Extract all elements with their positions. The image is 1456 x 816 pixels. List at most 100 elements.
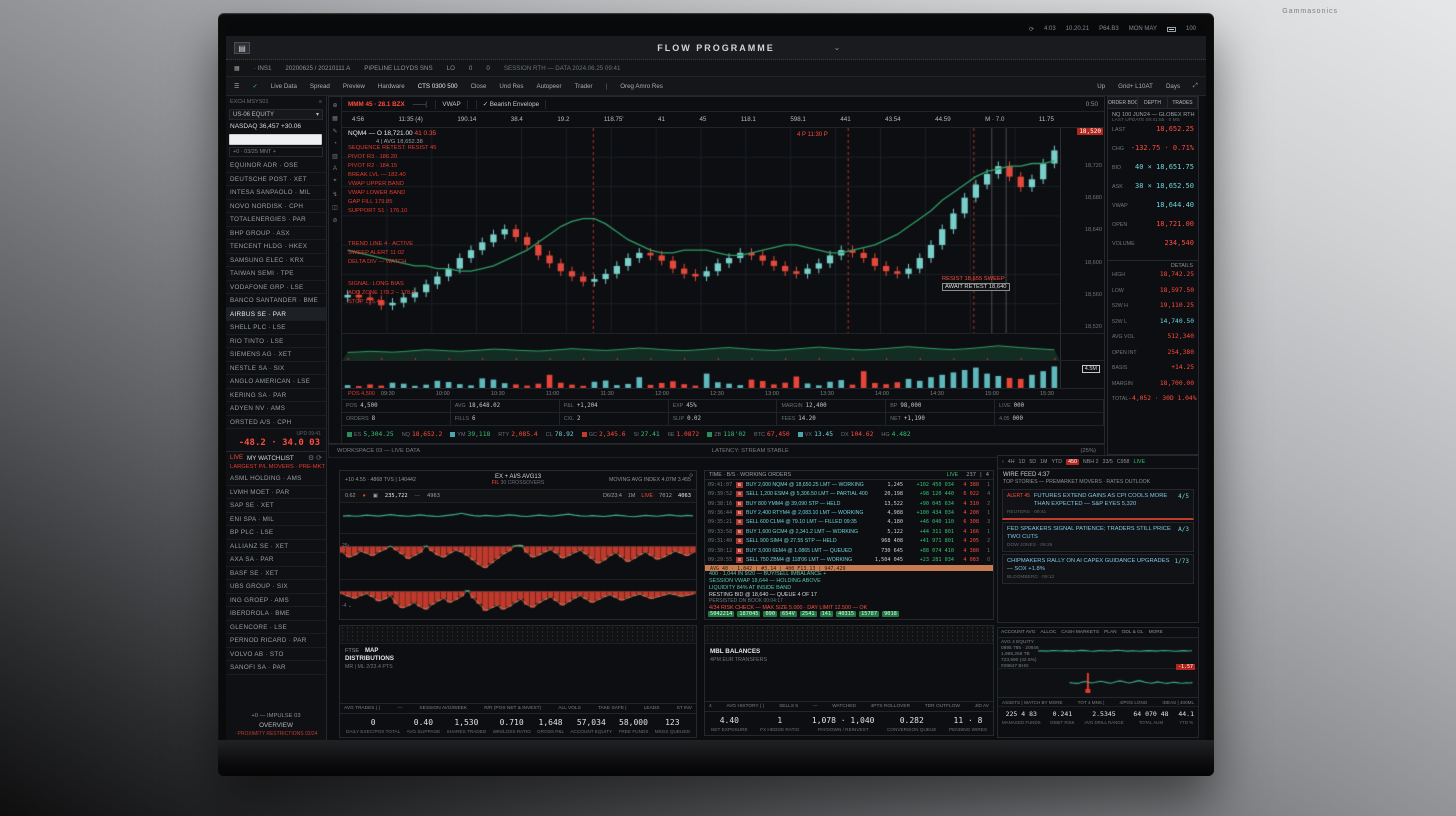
column-header[interactable]: AVG HISTORY ( ) [726, 704, 765, 709]
drawing-tool-icon[interactable]: A [332, 166, 337, 172]
gear-icon[interactable]: ⚙ ⟳ [307, 455, 322, 462]
ticker-item[interactable]: 6E 1.0872 [668, 431, 699, 438]
watchlist-search-input[interactable] [229, 134, 322, 145]
status-cell[interactable]: NET +1,190 [886, 413, 996, 425]
watchlist-item[interactable]: ING GROEP · AMS [226, 594, 326, 607]
order-row[interactable]: 09:30:12 B BUY 3,000 6EM4 @ 1.0865 LMT —… [705, 546, 993, 555]
account-toolbar-item[interactable]: CASH MARKETS [1061, 630, 1100, 635]
chevron-down-icon[interactable]: ⌄ [833, 43, 841, 52]
news-range-1d[interactable]: 1D [1018, 459, 1026, 465]
toolbar-item-trader[interactable]: Trader [574, 82, 593, 90]
timeframe-item[interactable]: 43.54 [885, 116, 901, 123]
status-cell[interactable]: FILLS 6 [451, 413, 560, 425]
grid-icon[interactable]: ▦ [234, 64, 240, 72]
news-range-5d[interactable]: 5D [1029, 459, 1037, 465]
drawing-tool-icon[interactable]: ⌖ [333, 178, 337, 184]
volume-canvas[interactable] [342, 362, 1060, 389]
detail-row[interactable]: TOTAL -4,052 · 30D 1.04% [1108, 395, 1198, 411]
quote-row[interactable]: CHG -132.75 · 0.71% [1108, 144, 1198, 163]
timeframe-item[interactable]: M · 7.0 [985, 116, 1005, 123]
quote-row[interactable]: VWAP 18,644.40 [1108, 201, 1198, 220]
drawing-tool-icon[interactable]: ◫ [332, 205, 338, 211]
toolbar-item-oreg[interactable]: Oreg Amro Res [620, 82, 663, 90]
status-cell[interactable]: MARGIN 12,400 [777, 400, 887, 412]
ticker-item[interactable]: HG 4.482 [881, 431, 910, 438]
timeframe-item[interactable]: 118.75' [603, 116, 624, 123]
column-header[interactable]: IDEAS | 400ML [1162, 699, 1194, 705]
watchlist-item[interactable]: PERNOD RICARD · PAR [226, 634, 326, 648]
equity-sparkline-canvas[interactable] [1036, 642, 1194, 660]
watchlist-item[interactable]: BANCO SANTANDER · BME [226, 294, 326, 308]
settings-icon[interactable]: ⟐ [688, 473, 693, 479]
watchlist-item[interactable]: DEUTSCHE POST · XET [226, 173, 326, 186]
order-row[interactable]: 09:35:21 S SELL 600 CLM4 @ 79.10 LMT — F… [705, 518, 993, 527]
toolbar-item-up[interactable]: Up [1097, 82, 1106, 90]
news-card[interactable]: CHIPMAKERS RALLY ON AI CAPEX GUIDANCE UP… [1002, 554, 1194, 584]
ticker-item[interactable]: GC 2,345.6 [581, 431, 626, 438]
watchlist-item[interactable]: NESTLE SA · SIX [226, 362, 326, 375]
news-range-1m[interactable]: 1M [1040, 459, 1048, 465]
timeframe-item[interactable]: 45 [699, 116, 707, 123]
quote-tab[interactable]: DEPTH [1138, 97, 1168, 108]
news-range-4h[interactable]: 4H [1007, 459, 1015, 465]
watchlist-filter-row[interactable]: +0 · 03/25 MNT + [229, 147, 323, 157]
order-row[interactable]: 09:31:40 S SELL 900 SIM4 @ 27.55 STP — H… [705, 536, 993, 545]
list-icon[interactable]: ≡ [318, 99, 322, 105]
watchlist-item[interactable]: EQUINOR ADR · OSE [226, 159, 326, 173]
watchlist-item[interactable]: IBERDROLA · BME [226, 607, 326, 621]
status-cell[interactable]: POS 4,500 [342, 400, 451, 412]
menu-item[interactable]: 0 [486, 64, 490, 72]
timeframe-item[interactable]: 118.1 [740, 116, 756, 123]
back-icon[interactable]: ‹ [1002, 459, 1004, 465]
column-header[interactable]: 4 [709, 704, 712, 709]
watchlist-item[interactable]: ASML HOLDING · AMS [226, 472, 326, 486]
toolbar-item-und-res[interactable]: Und Res [499, 82, 524, 90]
timeframe-item[interactable]: 38.4 [510, 116, 523, 123]
detail-row[interactable]: BASIS +14.25 [1108, 364, 1198, 380]
timeframe-item[interactable]: 4:56 [352, 116, 365, 123]
watchlist-item[interactable]: ENI SPA · MIL [226, 513, 326, 526]
tb-interval[interactable]: 1M [627, 493, 636, 499]
detail-row[interactable]: 52W H 19,110.25 [1108, 302, 1198, 318]
drawing-tool-icon[interactable]: ⊕ [332, 103, 338, 109]
detail-row[interactable]: HIGH 18,742.25 [1108, 271, 1198, 287]
news-card[interactable]: ALERT 45 FUTURES EXTEND GAINS AS CPI COO… [1002, 489, 1194, 520]
watchlist-item[interactable]: VOLVO AB · STO [226, 648, 326, 661]
tab-vwap[interactable]: VWAP [435, 99, 468, 109]
news-filter-nbh[interactable]: NBH 2 [1082, 459, 1099, 465]
watchlist-item[interactable]: TOTALENERGIES · PAR [226, 213, 326, 227]
toolbar-item-live-data[interactable]: Live Data [270, 82, 297, 90]
column-header[interactable]: LEADS [643, 706, 660, 711]
news-range-ytd[interactable]: YTD [1051, 459, 1063, 465]
menu-item[interactable]: · INS1 [253, 64, 272, 72]
status-cell[interactable]: EXP 45% [669, 400, 778, 412]
quote-row[interactable]: ASK 38 × 18,652.50 [1108, 182, 1198, 201]
column-header[interactable]: J/D AV [974, 704, 989, 709]
ticker-item[interactable]: ES 5,304.25 [347, 431, 394, 438]
column-header[interactable]: ASSETS | WATCH BY MORE [1002, 699, 1063, 705]
watchlist-item[interactable]: BHP GROUP · ASX [226, 227, 326, 240]
drawing-tool-icon[interactable]: ▦ [332, 116, 338, 122]
quote-row[interactable]: BID 40 × 18,651.75 [1108, 163, 1198, 182]
detail-row[interactable]: MARGIN 18,700.00 [1108, 380, 1198, 396]
watchlist-item[interactable]: KERING SA · PAR [226, 389, 326, 402]
watchlist-item[interactable]: TAIWAN SEMI · TPE [226, 267, 326, 281]
app-logo-icon[interactable]: ▤ [234, 41, 250, 54]
refresh-icon[interactable]: ⟳ [1028, 26, 1035, 33]
order-row[interactable]: 09:33:58 B BUY 1,600 GCM4 @ 2,341.2 LMT … [705, 527, 993, 536]
column-header[interactable]: TOT 4 MNS | [1077, 699, 1105, 705]
order-row[interactable]: 09:38:16 B BUY 800 YMM4 @ 39,090 STP — H… [705, 499, 993, 508]
drawing-tool-icon[interactable]: ◔ [333, 141, 337, 147]
watchlist-item[interactable]: SANOFI SA · PAR [226, 661, 326, 675]
indicator-canvas[interactable] [342, 335, 1060, 361]
status-cell[interactable]: BP 98,000 [886, 400, 996, 412]
watchlist-item[interactable]: ADYEN NV · AMS [226, 402, 326, 416]
column-header[interactable]: — [397, 706, 403, 711]
timeframe-item[interactable]: 11.75 [1038, 116, 1054, 123]
toolbar-item-preview[interactable]: Preview [342, 82, 365, 90]
quote-tab[interactable]: ORDER BOOK [1108, 97, 1138, 108]
sidebar-footer-overview[interactable]: OVERVIEW [259, 722, 293, 729]
toolbar-item-close[interactable]: Close [470, 82, 487, 90]
timeframe-item[interactable]: 41 [658, 116, 665, 123]
column-header[interactable]: SELLS 5 [779, 704, 799, 709]
